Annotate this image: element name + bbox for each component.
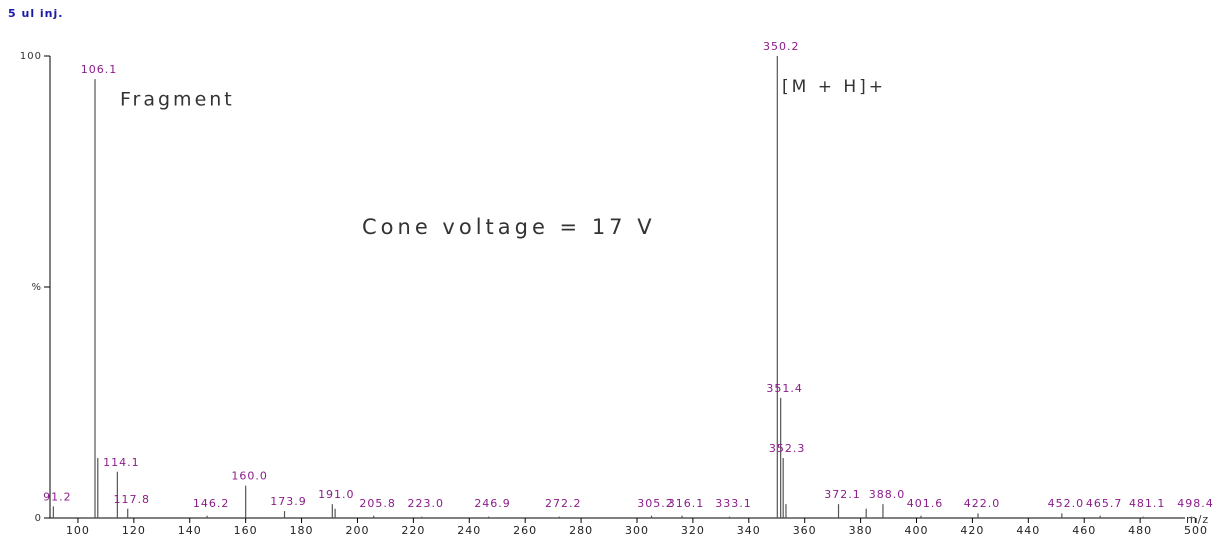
peak-label: 465.7 (1086, 497, 1123, 510)
peak-label: 350.2 (763, 40, 800, 53)
x-tick-label: 260 (513, 524, 537, 536)
x-tick-label: 120 (122, 524, 146, 536)
x-tick-label: 320 (681, 524, 705, 536)
x-tick-label: 140 (178, 524, 202, 536)
peak-label: 372.1 (824, 488, 861, 501)
peak-label: 333.1 (715, 497, 752, 510)
x-axis-label: m/z (1186, 513, 1209, 526)
peak-label: 223.0 (408, 497, 445, 510)
x-tick-label: 440 (1016, 524, 1040, 536)
peak-label: 498.4 (1177, 497, 1213, 510)
x-tick-label: 280 (569, 524, 593, 536)
peak-label: 106.1 (81, 63, 118, 76)
x-tick-label: 480 (1128, 524, 1152, 536)
x-tick-label: 500 (1184, 524, 1208, 536)
peak-label: 117.8 (113, 493, 150, 506)
y-tick-label: % (31, 282, 42, 293)
peak-label: 173.9 (270, 495, 307, 508)
y-tick-label: 0 (35, 513, 42, 524)
x-tick-label: 380 (849, 524, 873, 536)
peak-label: 388.0 (869, 488, 906, 501)
x-tick-label: 200 (345, 524, 369, 536)
peak-label: 452.0 (1048, 497, 1085, 510)
annotation: [M + H]+ (782, 77, 886, 97)
x-tick-label: 460 (1072, 524, 1096, 536)
x-tick-label: 300 (625, 524, 649, 536)
chart-title: 5 ul inj. (8, 7, 63, 20)
annotation: Cone voltage = 17 V (362, 215, 656, 239)
peak-label: 351.4 (766, 382, 803, 395)
y-tick-label: 100 (20, 51, 42, 62)
peak-label: 205.8 (359, 497, 396, 510)
x-tick-label: 360 (793, 524, 817, 536)
peak-label: 114.1 (103, 456, 140, 469)
peak-label: 316.1 (668, 497, 705, 510)
x-tick-label: 340 (737, 524, 761, 536)
annotation: Fragment (120, 89, 235, 111)
peak-label: 272.2 (545, 497, 582, 510)
x-tick-label: 420 (960, 524, 984, 536)
x-tick-label: 220 (401, 524, 425, 536)
peak-label: 352.3 (769, 442, 806, 455)
peak-label: 422.0 (964, 497, 1001, 510)
x-tick-label: 180 (290, 524, 314, 536)
peak-label: 91.2 (43, 490, 72, 503)
x-tick-label: 400 (905, 524, 929, 536)
x-tick-label: 100 (66, 524, 90, 536)
x-tick-label: 160 (234, 524, 258, 536)
peak-label: 305.2 (637, 497, 674, 510)
peak-label: 481.1 (1129, 497, 1166, 510)
x-tick-label: 240 (457, 524, 481, 536)
peak-label: 246.9 (474, 497, 511, 510)
peak-label: 146.2 (193, 497, 230, 510)
peak-label: 191.0 (318, 488, 355, 501)
peak-label: 401.6 (907, 497, 944, 510)
peak-label: 160.0 (231, 470, 268, 483)
